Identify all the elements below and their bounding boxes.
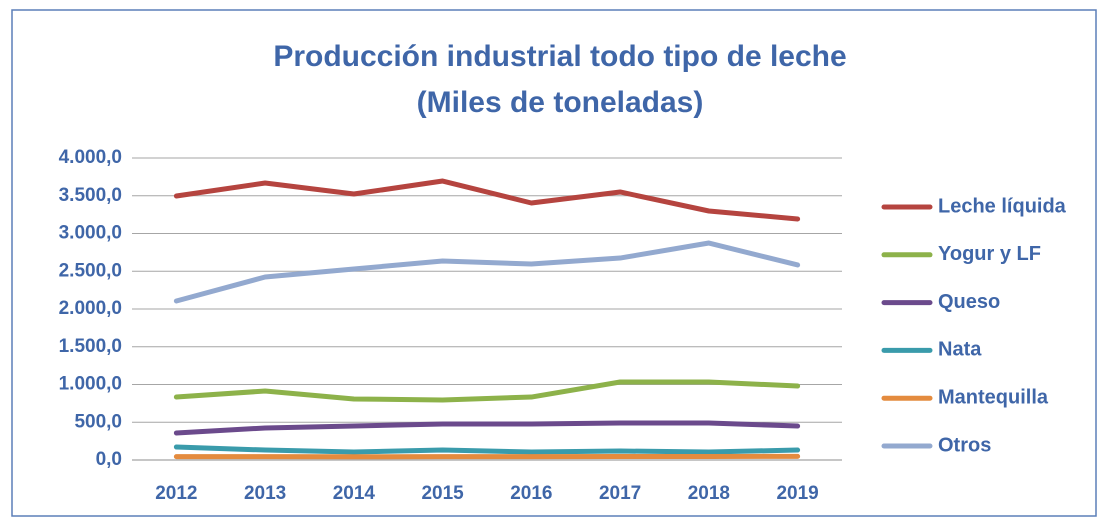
x-tick-label: 2014	[333, 483, 376, 504]
x-tick-label: 2012	[155, 483, 197, 504]
legend-label: Nata	[938, 339, 982, 361]
series-line	[173, 178, 801, 222]
series-line	[173, 240, 801, 304]
chart-subtitle: (Miles de toneladas)	[417, 86, 704, 119]
y-tick-label: 1.500,0	[59, 336, 122, 357]
y-tick-label: 0,0	[96, 449, 122, 470]
x-tick-label: 2015	[421, 483, 464, 504]
y-tick-label: 3.000,0	[59, 223, 122, 244]
y-tick-label: 500,0	[74, 411, 122, 432]
legend-label: Yogur y LF	[938, 243, 1041, 265]
x-tick-label: 2013	[244, 483, 286, 504]
y-tick-label: 2.000,0	[59, 298, 122, 319]
legend-label: Leche líquida	[938, 195, 1067, 217]
chart-title: Producción industrial todo tipo de leche	[273, 40, 846, 73]
y-tick-label: 1.000,0	[59, 374, 122, 395]
y-tick-label: 4.000,0	[59, 147, 122, 168]
x-tick-label: 2018	[688, 483, 730, 504]
x-tick-label: 2017	[599, 483, 641, 504]
x-tick-label: 2019	[776, 483, 818, 504]
x-tick-label: 2016	[510, 483, 552, 504]
legend-label: Otros	[938, 434, 991, 456]
legend-label: Queso	[938, 291, 1000, 313]
legend-label: Mantequilla	[938, 386, 1049, 408]
series-line	[173, 444, 801, 455]
y-tick-label: 2.500,0	[59, 260, 122, 281]
y-tick-label: 3.500,0	[59, 185, 122, 206]
series-line	[173, 379, 801, 403]
series-line	[173, 420, 801, 436]
